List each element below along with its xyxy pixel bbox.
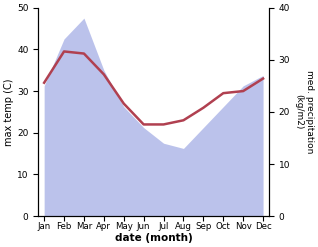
Y-axis label: max temp (C): max temp (C) xyxy=(4,78,14,146)
X-axis label: date (month): date (month) xyxy=(115,233,192,243)
Y-axis label: med. precipitation
(kg/m2): med. precipitation (kg/m2) xyxy=(294,70,314,154)
